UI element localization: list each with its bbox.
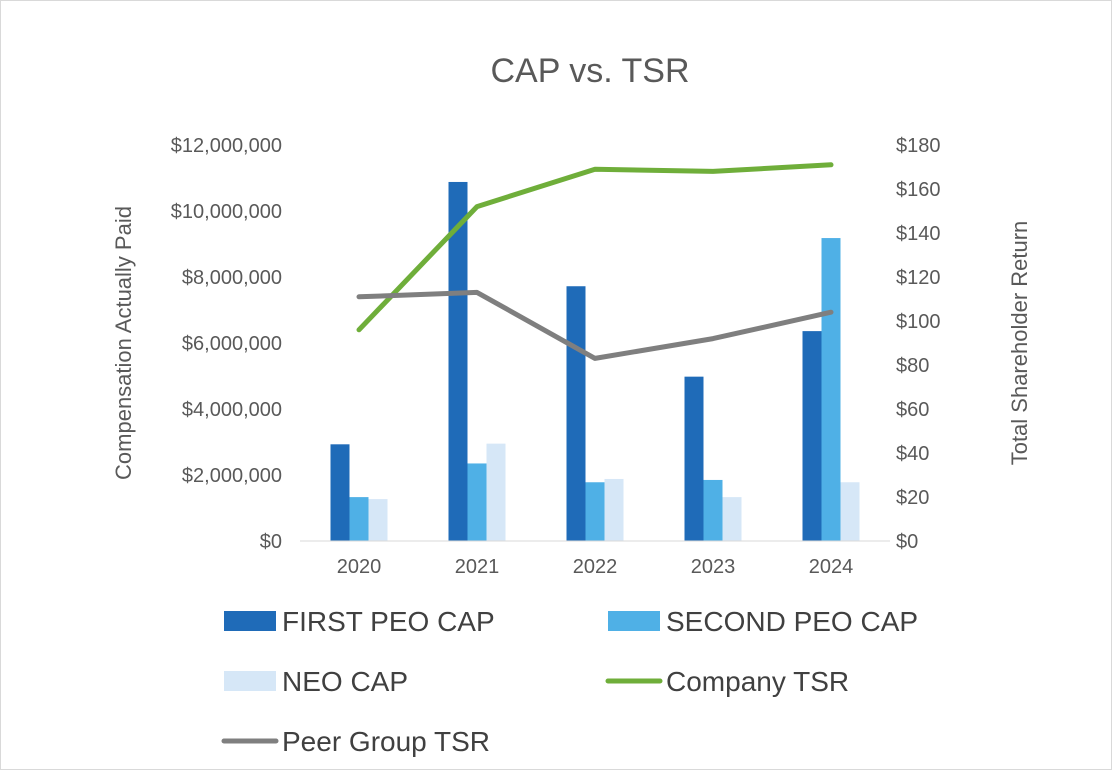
right-tick-label: $180 (896, 135, 941, 157)
left-tick-label: $6,000,000 (182, 333, 282, 355)
legend-swatch (224, 611, 276, 631)
legend-item: SECOND PEO CAP (608, 606, 918, 637)
legend-swatch (608, 611, 660, 631)
left-tick-label: $10,000,000 (171, 201, 282, 223)
line-series-group (356, 162, 834, 361)
right-tick-label: $140 (896, 223, 941, 245)
x-tick-label: 2023 (691, 556, 736, 578)
bar-neo-cap (722, 497, 742, 541)
bar-second-peo-cap (467, 463, 487, 541)
right-tick-label: $60 (896, 399, 929, 421)
bar-second-peo-cap (703, 479, 723, 541)
x-tick-label: 2020 (337, 556, 382, 578)
left-axis-title: Compensation Actually Paid (111, 206, 136, 480)
bar-series-group (330, 181, 860, 541)
bar-first-peo-cap (566, 286, 586, 541)
right-axis-title: Total Shareholder Return (1007, 221, 1032, 466)
line-peer-group-tsr (356, 289, 834, 361)
legend: FIRST PEO CAP SECOND PEO CAP NEO CAP Compan… (221, 606, 918, 757)
left-tick-label: $4,000,000 (182, 399, 282, 421)
right-tick-label: $100 (896, 311, 941, 333)
legend-swatch (224, 671, 276, 691)
legend-label: NEO CAP (282, 666, 408, 697)
x-axis-ticks: 2020 2021 2022 2023 2024 (337, 556, 854, 578)
x-tick-label: 2021 (455, 556, 500, 578)
legend-label: SECOND PEO CAP (666, 606, 918, 637)
legend-item: Company TSR (605, 666, 849, 697)
legend-item: NEO CAP (224, 666, 408, 697)
bar-neo-cap (368, 499, 388, 541)
bar-first-peo-cap (802, 331, 822, 541)
right-tick-label: $80 (896, 355, 929, 377)
right-tick-label: $40 (896, 443, 929, 465)
bar-first-peo-cap (330, 444, 350, 541)
right-tick-label: $120 (896, 267, 941, 289)
x-tick-label: 2022 (573, 556, 618, 578)
legend-item: FIRST PEO CAP (224, 606, 495, 637)
legend-item: Peer Group TSR (221, 726, 490, 757)
left-tick-label: $12,000,000 (171, 135, 282, 157)
legend-label: FIRST PEO CAP (282, 606, 495, 637)
left-tick-label: $8,000,000 (182, 267, 282, 289)
right-axis-ticks: $0 $20 $40 $60 $80 $100 $120 $140 $160 $180 (896, 135, 941, 553)
bar-neo-cap (486, 443, 506, 541)
bar-second-peo-cap (821, 238, 841, 541)
left-axis-ticks: $0 $2,000,000 $4,000,000 $6,000,000 $8,000,0… (171, 135, 282, 553)
legend-label: Company TSR (666, 666, 849, 697)
bar-neo-cap (840, 482, 860, 541)
bar-neo-cap (604, 478, 624, 541)
right-tick-label: $0 (896, 531, 918, 553)
right-tick-label: $20 (896, 487, 929, 509)
bar-second-peo-cap (585, 482, 605, 541)
chart-title: CAP vs. TSR (490, 52, 689, 90)
line-company-tsr (356, 162, 834, 333)
bar-second-peo-cap (349, 497, 369, 541)
bar-first-peo-cap (448, 181, 468, 541)
right-tick-label: $160 (896, 179, 941, 201)
left-tick-label: $2,000,000 (182, 465, 282, 487)
legend-label: Peer Group TSR (282, 726, 490, 757)
x-tick-label: 2024 (809, 556, 854, 578)
left-tick-label: $0 (260, 531, 282, 553)
bar-first-peo-cap (684, 376, 704, 541)
